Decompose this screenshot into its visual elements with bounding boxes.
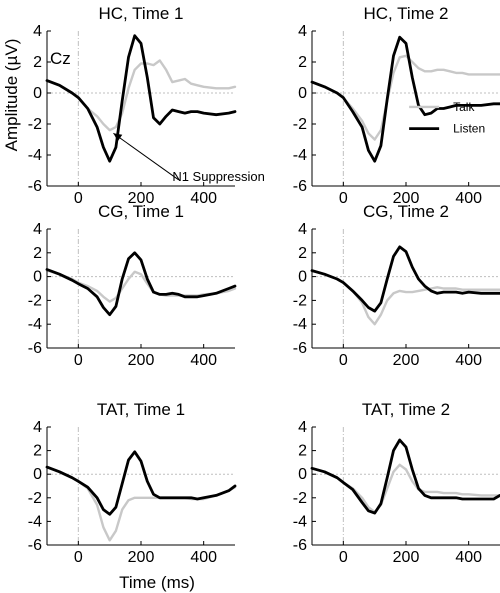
panel-3: CG, Time 1 -6 -4 -2 0 2 4 0 200 400 xyxy=(28,202,237,369)
series-listen-line xyxy=(45,34,237,163)
panel-1: HC, Time 1 -6 -4 -2 0 2 4 0 200 400 Cz N1 Suppressi… xyxy=(28,4,265,207)
panel-2: HC, Time 2 -6 -4 -2 0 2 4 0 200 400 Talk Listen xyxy=(293,4,500,207)
x-tick-label: 0 xyxy=(339,352,348,369)
y-tick-label: -2 xyxy=(28,292,42,309)
y-tick-label: 4 xyxy=(33,419,42,436)
y-tick-label: -2 xyxy=(28,490,42,507)
series-listen-line xyxy=(310,245,500,313)
y-tick-label: 0 xyxy=(298,466,307,483)
x-tick-label: 0 xyxy=(74,549,83,566)
x-tick-label: 0 xyxy=(339,190,348,207)
x-tick-label: 200 xyxy=(393,352,420,369)
x-tick-label: 200 xyxy=(393,190,420,207)
panel-title: TAT, Time 2 xyxy=(362,400,450,419)
y-tick-label: 2 xyxy=(33,443,42,460)
x-tick-label: 200 xyxy=(128,549,155,566)
y-tick-label: -4 xyxy=(293,316,307,333)
y-tick-label: -4 xyxy=(28,513,42,530)
legend-listen-label: Listen xyxy=(453,122,485,136)
y-tick-label: -2 xyxy=(293,292,307,309)
x-tick-label: 0 xyxy=(74,190,83,207)
y-tick-label: 0 xyxy=(298,85,307,102)
y-tick-label: -2 xyxy=(28,116,42,133)
panel-title: HC, Time 2 xyxy=(363,4,448,23)
y-tick-label: -4 xyxy=(28,316,42,333)
y-tick-label: -2 xyxy=(293,116,307,133)
y-tick-label: -6 xyxy=(293,537,307,554)
y-tick-label: 2 xyxy=(33,245,42,262)
y-tick-label: -6 xyxy=(293,340,307,357)
y-tick-label: 2 xyxy=(298,54,307,71)
y-tick-label: 4 xyxy=(298,23,307,40)
series-listen-line xyxy=(45,450,237,516)
x-tick-label: 400 xyxy=(455,549,482,566)
y-tick-label: 2 xyxy=(298,443,307,460)
x-tick-label: 400 xyxy=(455,190,482,207)
panel-title: HC, Time 1 xyxy=(98,4,183,23)
y-tick-label: -6 xyxy=(28,537,42,554)
panel-title: CG, Time 2 xyxy=(363,202,449,221)
x-tick-label: 200 xyxy=(128,352,155,369)
y-tick-label: -6 xyxy=(28,178,42,195)
x-axis-label: Time (ms) xyxy=(119,573,195,592)
series-talk-line xyxy=(310,463,500,514)
y-tick-label: 4 xyxy=(298,419,307,436)
panel-6: TAT, Time 2 -6 -4 -2 0 2 4 0 200 400 xyxy=(293,400,500,566)
y-axis-label: Amplitude (µV) xyxy=(2,39,21,152)
y-tick-label: -4 xyxy=(28,147,42,164)
y-tick-label: 4 xyxy=(33,221,42,238)
annotation-text: N1 Suppression xyxy=(172,169,264,184)
x-tick-label: 400 xyxy=(455,352,482,369)
y-tick-label: -2 xyxy=(293,490,307,507)
y-tick-label: -6 xyxy=(28,340,42,357)
y-tick-label: 0 xyxy=(298,269,307,286)
panel-4: CG, Time 2 -6 -4 -2 0 2 4 0 200 400 xyxy=(293,202,500,369)
annotation-arrow-line xyxy=(113,132,179,181)
series-listen-line xyxy=(310,438,500,515)
x-tick-label: 200 xyxy=(128,190,155,207)
x-tick-label: 200 xyxy=(393,549,420,566)
panel-title: CG, Time 1 xyxy=(98,202,184,221)
series-listen-line xyxy=(45,251,237,317)
series-talk-line xyxy=(310,269,500,326)
panel-5: TAT, Time 1 -6 -4 -2 0 2 4 0 200 400 xyxy=(28,400,237,566)
x-tick-label: 0 xyxy=(74,352,83,369)
x-tick-label: 400 xyxy=(190,352,217,369)
y-tick-label: -4 xyxy=(293,513,307,530)
x-tick-label: 400 xyxy=(190,190,217,207)
x-tick-label: 0 xyxy=(339,549,348,566)
legend-talk-label: Talk xyxy=(453,100,475,114)
x-tick-label: 400 xyxy=(190,549,217,566)
y-tick-label: 4 xyxy=(33,23,42,40)
series-talk-line xyxy=(45,269,237,303)
series-listen-line xyxy=(310,35,500,163)
y-tick-label: 4 xyxy=(298,221,307,238)
annotation-arrowhead xyxy=(113,133,123,142)
y-tick-label: -6 xyxy=(293,178,307,195)
electrode-label: Cz xyxy=(50,49,71,68)
y-tick-label: 0 xyxy=(33,269,42,286)
y-tick-label: 0 xyxy=(33,85,42,102)
y-tick-label: 2 xyxy=(298,245,307,262)
panel-title: TAT, Time 1 xyxy=(97,400,185,419)
y-tick-label: 0 xyxy=(33,466,42,483)
y-tick-label: -4 xyxy=(293,147,307,164)
y-tick-label: 2 xyxy=(33,54,42,71)
